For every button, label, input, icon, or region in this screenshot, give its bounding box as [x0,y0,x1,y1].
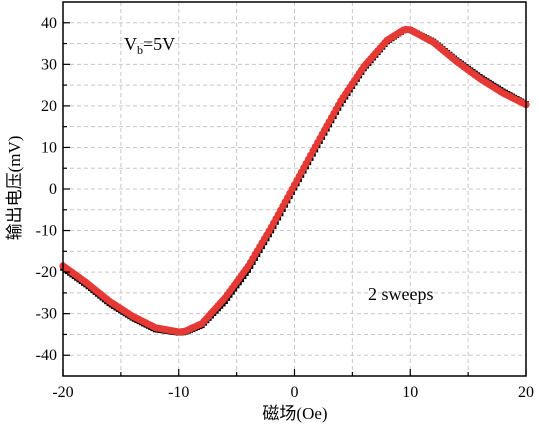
y-tick-label: -10 [36,223,57,240]
x-tick-label: 20 [518,384,534,401]
y-tick-label: 10 [41,139,57,156]
x-tick-label: 0 [291,384,299,401]
tick-labels: -20 -10 0 10 20 -40 -30 -20 -10 0 10 20 30 40 [36,15,534,401]
y-tick-label: -40 [36,347,57,364]
y-tick-label: 20 [41,98,57,115]
y-tick-label: -20 [36,264,57,281]
axis-ticks [62,22,527,376]
y-tick-label: 40 [41,15,57,32]
bias-annotation-subscript: b [137,43,143,57]
sweeps-annotation: 2 sweeps [368,284,434,304]
bias-annotation-symbol: V [124,34,137,54]
x-axis-title: 磁场(Oe) [262,404,327,423]
y-tick-label: -30 [36,306,57,323]
y-tick-label: 0 [49,181,57,198]
series-layer [59,25,530,336]
bias-annotation-value: =5V [143,34,175,54]
series-red [59,25,530,336]
y-axis-title: 输出电压(mV) [5,136,24,241]
grid-lines [63,2,526,376]
x-tick-label: 10 [402,384,418,401]
x-tick-label: -10 [168,384,189,401]
y-tick-label: 30 [41,56,57,73]
x-tick-label: -20 [52,384,73,401]
bias-voltage-annotation: Vb=5V [124,34,175,57]
